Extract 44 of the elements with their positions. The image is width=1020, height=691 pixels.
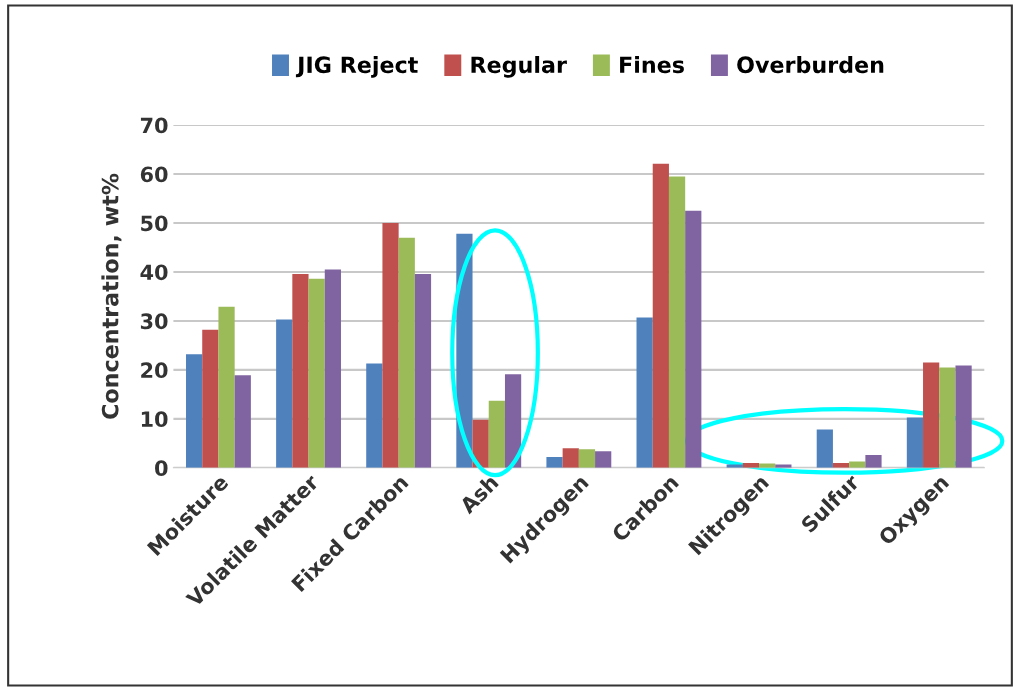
bar: [186, 354, 203, 468]
bar: [939, 367, 956, 468]
bar: [504, 374, 522, 468]
bar: [202, 329, 219, 468]
legend-label: Fines: [620, 55, 684, 74]
bar: [276, 319, 293, 468]
bar: [488, 400, 505, 468]
bar: [652, 163, 669, 468]
legend-label: JIG Reject: [295, 55, 418, 78]
bar: [955, 365, 972, 468]
bar: [382, 223, 399, 468]
y-tick-label: 50: [141, 215, 168, 232]
bar: [906, 417, 924, 468]
bar: [685, 210, 702, 468]
y-tick-label: 10: [141, 411, 168, 428]
bar: [759, 463, 776, 468]
bar: [324, 269, 341, 468]
bar: [398, 237, 415, 468]
bar: [218, 306, 235, 468]
bar: [366, 363, 383, 468]
y-tick-label: 70: [140, 117, 168, 134]
bar: [595, 451, 612, 468]
bar: [865, 455, 882, 468]
bar: [546, 457, 563, 468]
bar: [562, 448, 579, 468]
y-tick-label: 60: [140, 166, 168, 183]
bar: [472, 419, 489, 468]
y-tick-label: 30: [140, 313, 168, 330]
bar: [923, 362, 940, 468]
bar: [308, 278, 325, 468]
bar: [414, 273, 432, 468]
bar: [816, 429, 833, 468]
legend-label: Overburden: [737, 55, 884, 74]
bar: [578, 449, 596, 468]
bar: [234, 375, 251, 468]
y-axis-title: Concentration, wt%: [101, 173, 122, 419]
bar: [668, 176, 686, 468]
y-tick-label: 20: [141, 362, 168, 379]
y-tick-label: 40: [140, 264, 168, 281]
legend-label: Regular: [471, 55, 567, 78]
bar: [292, 273, 309, 468]
y-tick-label: 0: [155, 460, 168, 477]
bar: [849, 461, 866, 468]
bar: [636, 317, 653, 468]
